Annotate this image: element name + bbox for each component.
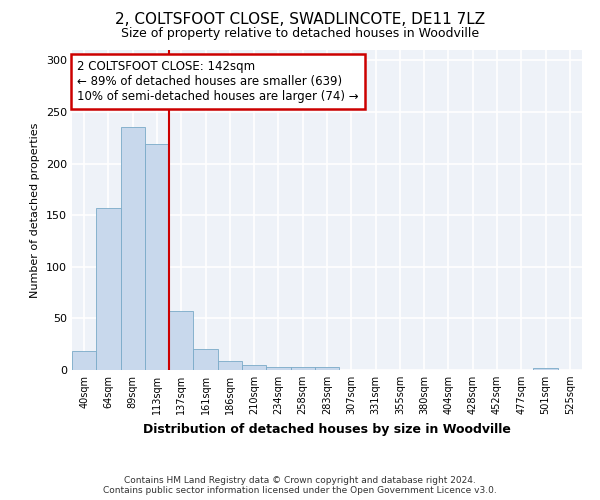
Bar <box>290 367 315 370</box>
Bar <box>169 311 193 370</box>
Text: 2 COLTSFOOT CLOSE: 142sqm
← 89% of detached houses are smaller (639)
10% of semi: 2 COLTSFOOT CLOSE: 142sqm ← 89% of detac… <box>77 60 359 102</box>
Bar <box>266 367 290 370</box>
Bar <box>72 352 96 370</box>
Text: Contains HM Land Registry data © Crown copyright and database right 2024.
Contai: Contains HM Land Registry data © Crown c… <box>103 476 497 495</box>
Text: 2, COLTSFOOT CLOSE, SWADLINCOTE, DE11 7LZ: 2, COLTSFOOT CLOSE, SWADLINCOTE, DE11 7L… <box>115 12 485 28</box>
Bar <box>145 144 169 370</box>
Bar <box>121 128 145 370</box>
Bar <box>533 368 558 370</box>
Bar <box>96 208 121 370</box>
Bar <box>218 360 242 370</box>
Bar <box>242 365 266 370</box>
Bar <box>315 367 339 370</box>
Y-axis label: Number of detached properties: Number of detached properties <box>31 122 40 298</box>
X-axis label: Distribution of detached houses by size in Woodville: Distribution of detached houses by size … <box>143 422 511 436</box>
Bar <box>193 350 218 370</box>
Text: Size of property relative to detached houses in Woodville: Size of property relative to detached ho… <box>121 28 479 40</box>
